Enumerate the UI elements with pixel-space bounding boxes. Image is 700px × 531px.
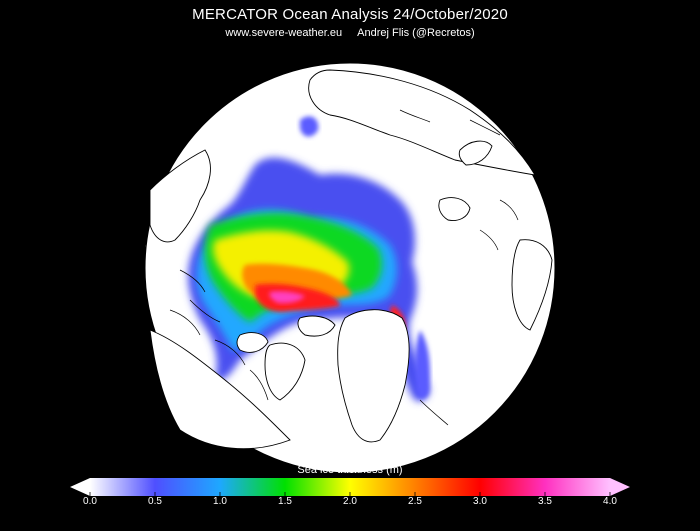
colorbar-tick-label: 3.5 [538,496,552,507]
colorbar-label: Sea ice thickness (m) [297,464,403,476]
ellesmere-coast [297,315,336,337]
ice-streak-north [300,116,319,137]
map-subtitle: www.severe-weather.eu Andrej Flis (@Recr… [0,27,700,39]
ice-band-magenta [269,291,305,304]
colorbar-tick-label: 2.0 [343,496,357,507]
colorbar [70,478,630,496]
svalbard-coast [438,197,471,221]
colorbar-tick-label: 4.0 [603,496,617,507]
baffin-coast [264,342,306,401]
novaya-zemlya-coast [458,140,493,166]
colorbar-tick-label: 1.5 [278,496,292,507]
colorbar-body [90,478,610,496]
scandinavia-coast [511,239,553,331]
landmasses [149,69,553,450]
colorbar-ticks [89,492,611,496]
victoria-coast [236,332,269,353]
colorbar-tick-label: 1.0 [213,496,227,507]
ice-streak-hudson [415,330,430,399]
greenland-coast [337,309,410,443]
colorbar-left-arrow [70,478,90,496]
colorbar-tick-label: 3.0 [473,496,487,507]
coastline-details [169,109,519,426]
author-credit: Andrej Flis (@Recretos) [357,27,475,39]
colorbar-tick-label: 0.5 [148,496,162,507]
map-title: MERCATOR Ocean Analysis 24/October/2020 [192,6,508,23]
colorbar-tick-label: 2.5 [408,496,422,507]
colorbar-tick-label: 0.0 [83,496,97,507]
colorbar-right-arrow [610,478,630,496]
alaska-coast [149,149,211,243]
website-credit: www.severe-weather.eu [225,27,343,39]
canada-mainland-coast [149,329,291,450]
